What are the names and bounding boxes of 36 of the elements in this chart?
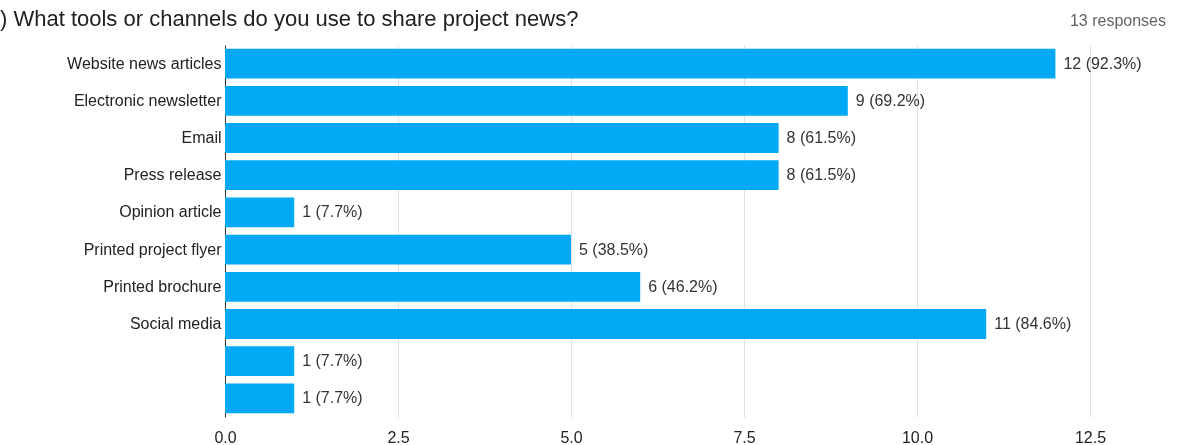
data-label: 8 (61.5%) (786, 129, 856, 146)
data-label: 1 (7.7%) (302, 352, 363, 370)
data-label: 1 (7.7%) (302, 389, 363, 407)
x-tick-label: 2.5 (387, 428, 410, 445)
x-tick-label: 12.5 (1074, 428, 1107, 445)
bar (225, 234, 571, 265)
x-tick-label: 0.0 (214, 428, 237, 445)
bar (225, 309, 987, 339)
x-tick-label: 7.5 (733, 428, 756, 445)
bar (225, 346, 295, 377)
y-tick-label: Opinion article (119, 203, 222, 221)
data-label: 11 (84.6%) (994, 315, 1072, 332)
data-label: 1 (7.7%) (302, 203, 363, 221)
y-tick-label: Electronic newsletter (73, 91, 223, 109)
data-label: 9 (69.2%) (855, 91, 926, 109)
chart-title: ) What tools or channels do you use to share project news? (0, 6, 579, 32)
bar (225, 123, 779, 153)
x-tick-label: 10.0 (901, 428, 934, 445)
y-tick-label: Press release (123, 166, 222, 184)
bar (225, 271, 641, 302)
data-label: 5 (38.5%) (579, 240, 649, 258)
chart-subtitle: 13 responses (1069, 12, 1166, 30)
y-tick-label: Social media (129, 315, 222, 332)
bar (225, 48, 1056, 79)
y-tick-label: Email (181, 129, 222, 146)
data-label: 12 (92.3%) (1063, 54, 1142, 72)
data-label: 8 (61.5%) (786, 166, 856, 184)
bar (225, 85, 848, 116)
bar (225, 383, 295, 414)
x-tick-label: 5.0 (560, 428, 583, 445)
y-tick-label: Printed project flyer (83, 240, 223, 258)
y-tick-label: Website news articles (67, 54, 222, 72)
data-label: 6 (46.2%) (648, 277, 718, 295)
y-tick-label: Printed brochure (103, 277, 222, 295)
bar (225, 197, 295, 228)
bar (225, 160, 779, 191)
